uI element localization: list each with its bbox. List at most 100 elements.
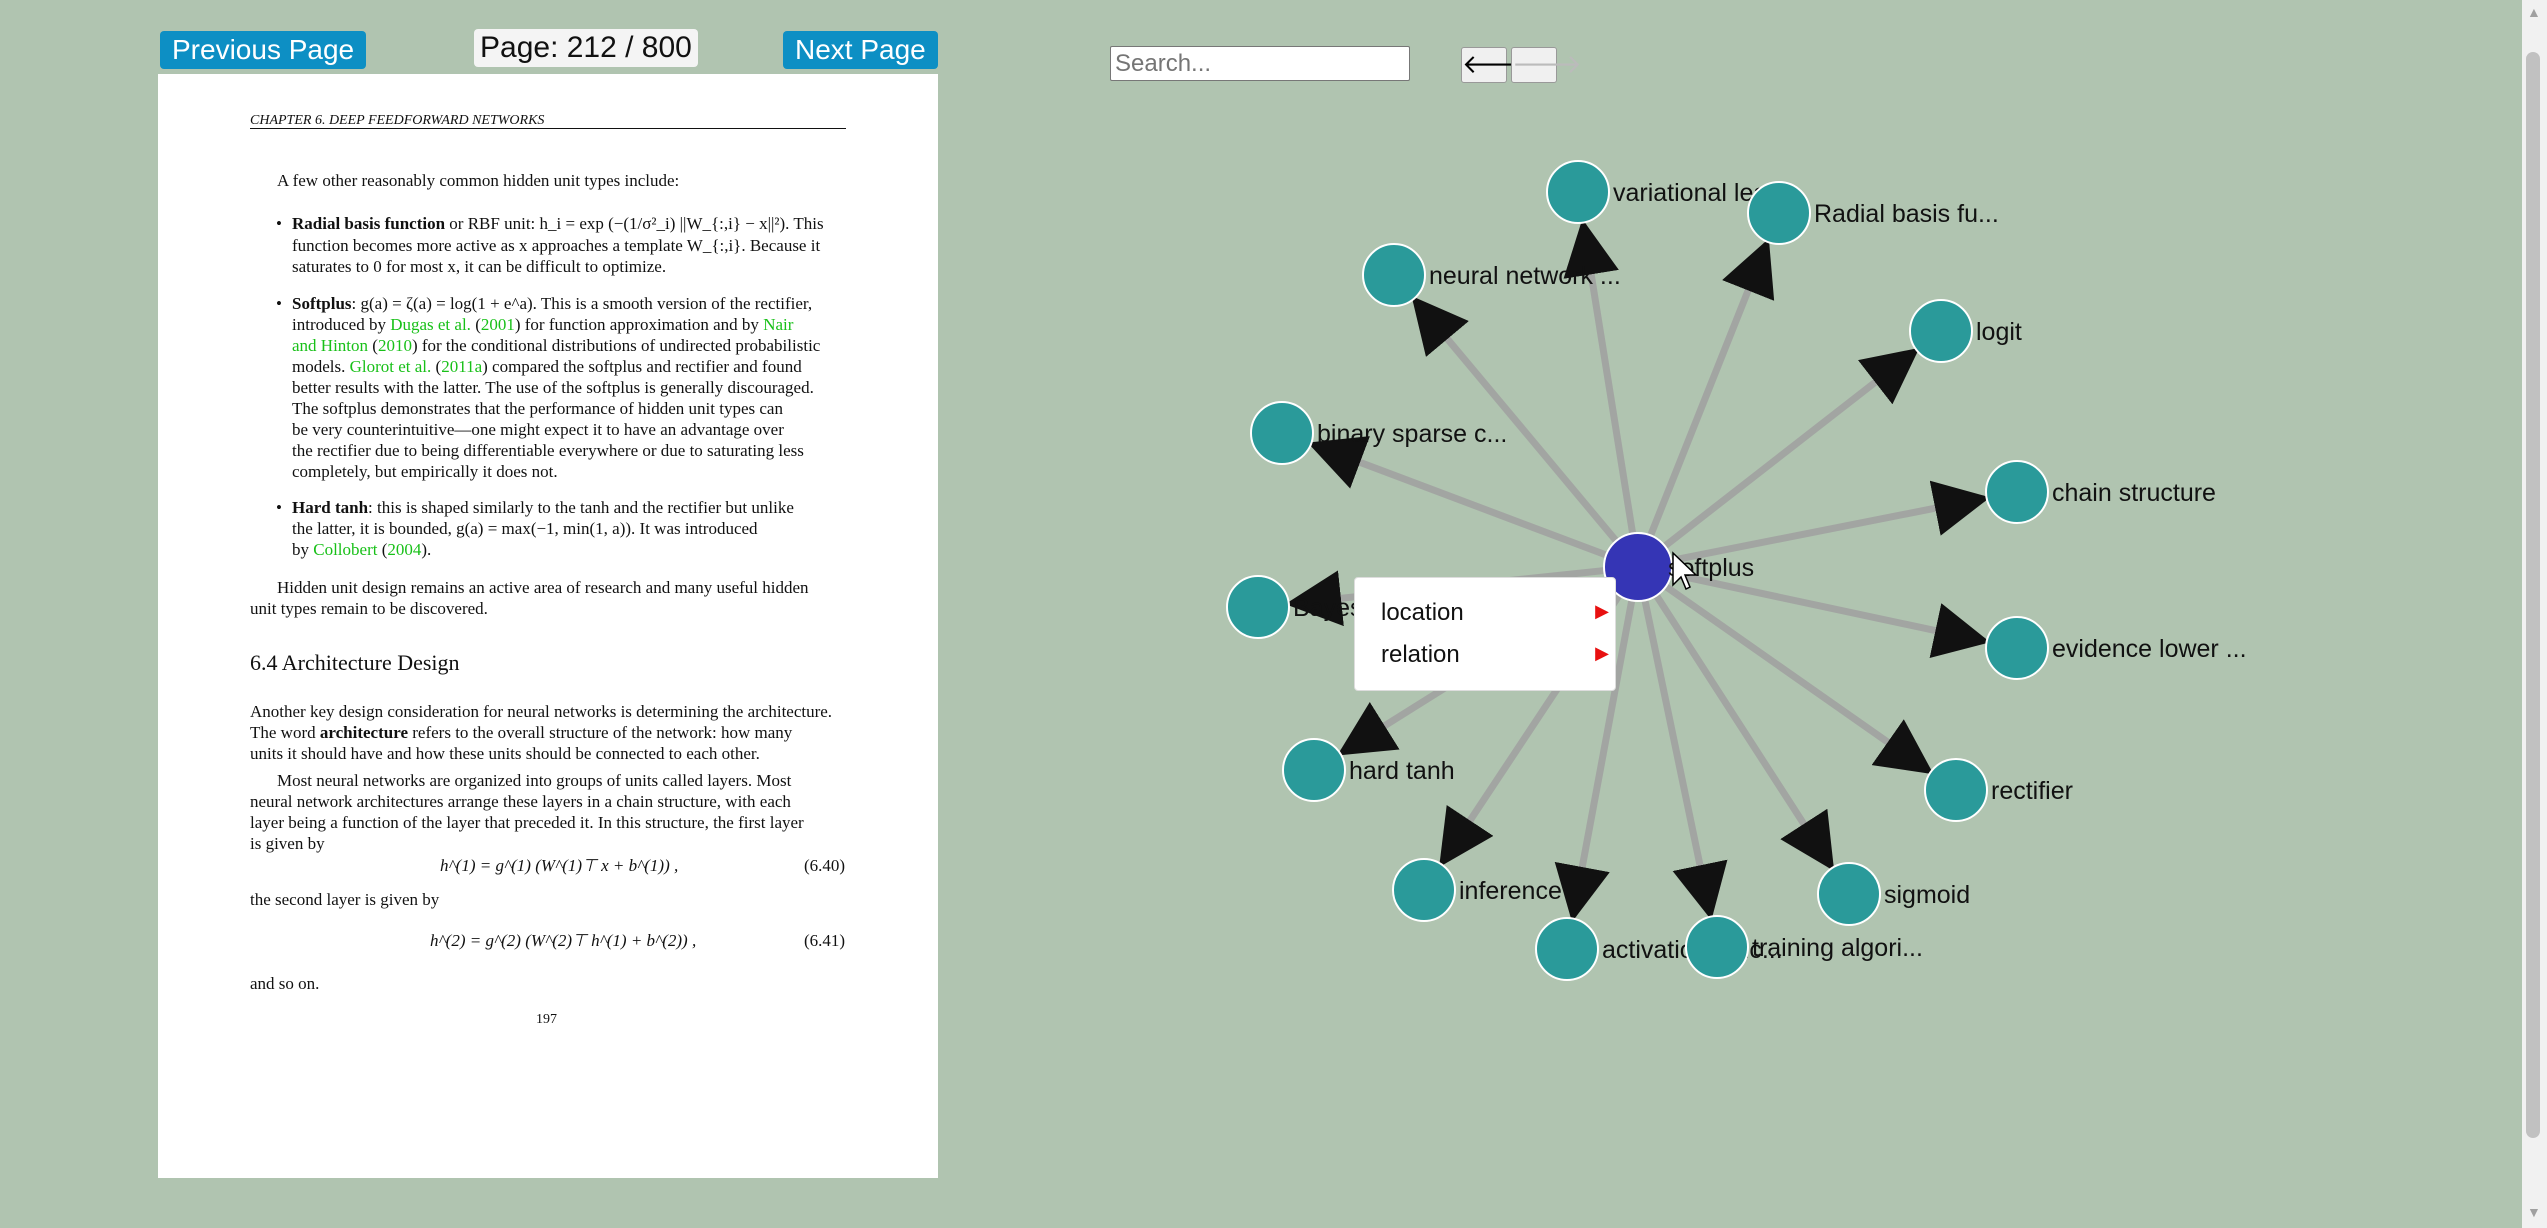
citation-link[interactable]: Dugas et al. [390, 315, 471, 334]
graph-center-circle[interactable] [1603, 532, 1673, 602]
search-input[interactable] [1110, 46, 1410, 81]
paragraph-line: is given by [250, 834, 325, 853]
menu-item-label: location [1381, 599, 1464, 626]
citation-link[interactable]: 2001 [480, 315, 515, 334]
citation-link[interactable]: 2010 [377, 336, 412, 355]
citation-link[interactable]: and Hinton [292, 336, 369, 355]
graph-node-circle[interactable] [1985, 616, 2049, 680]
graph-node-circle[interactable] [1546, 160, 1610, 224]
scroll-thumb[interactable] [2526, 52, 2540, 1138]
page-indicator: Page: 212 / 800 [474, 29, 698, 67]
citation-link[interactable]: Glorot et al. [349, 357, 432, 376]
bullet-2-line: completely, but empirically it does not. [292, 462, 558, 481]
bullet-2-line: be very counterintuitive—one might expec… [292, 420, 784, 439]
forward-button[interactable]: 🡒 [1511, 47, 1582, 83]
bullet-2-line: better results with the latter. The use … [292, 378, 814, 397]
paragraph-line: Another key design consideration for neu… [250, 702, 833, 721]
paragraph-line: and so on. [250, 974, 320, 993]
text: ( [368, 336, 378, 355]
graph-node[interactable]: rectifier [1924, 758, 2073, 822]
text: introduced by [292, 315, 391, 334]
equation-number: (6.41) [804, 931, 846, 950]
text: refers to the overall structure of the n… [408, 723, 793, 742]
submenu-arrow-icon: ▶ [1595, 601, 1609, 621]
text: ( [470, 315, 481, 334]
graph-node[interactable]: neural network ... [1362, 243, 1621, 307]
graph-node[interactable]: sigmoid [1817, 862, 1970, 926]
graph-node-circle[interactable] [1685, 915, 1749, 979]
graph-edge [1647, 238, 1775, 537]
citation-link[interactable]: 2004 [387, 540, 422, 559]
text: ( [431, 357, 442, 376]
right-arrow-icon: 🡒 [1512, 49, 1582, 79]
graph-node-circle[interactable] [1250, 401, 1314, 465]
text: or RBF unit: h_i = exp (−(1/σ²_i) ||W_{:… [445, 214, 824, 233]
graph-node[interactable]: Radial basis fu... [1747, 181, 1999, 245]
menu-item-relation[interactable]: relation ▶ [1381, 641, 1609, 669]
graph-node-label: training algori... [1752, 934, 1923, 962]
graph-node[interactable]: inference [1392, 858, 1562, 922]
graph-node-circle[interactable] [1282, 738, 1346, 802]
graph-node-circle[interactable] [1924, 758, 1988, 822]
graph-edge [1663, 583, 1934, 775]
bullet-1: • [276, 214, 282, 233]
graph-edge [1670, 480, 1991, 564]
bullet-2-line: the rectifier due to being differentiabl… [292, 441, 804, 460]
graph-node-circle[interactable] [1817, 862, 1881, 926]
graph-node[interactable]: Bayes [1226, 575, 1362, 639]
graph-node[interactable]: training algori... [1685, 915, 1923, 979]
bullet-2-line: models. Glorot et al. (2011a) compared t… [292, 356, 802, 377]
graph-node-circle[interactable] [1985, 460, 2049, 524]
graph-node-circle[interactable] [1747, 181, 1811, 245]
graph-node[interactable]: hard tanh [1282, 738, 1455, 802]
mouse-cursor-icon [1672, 551, 1698, 591]
graph-node-circle[interactable] [1392, 858, 1456, 922]
citation-link[interactable]: 2011a [441, 357, 483, 376]
paragraph-line: Hidden unit design remains an active are… [277, 578, 809, 597]
menu-item-location[interactable]: location ▶ [1381, 599, 1609, 627]
graph-node-label: binary sparse c... [1317, 420, 1507, 448]
graph-node-circle[interactable] [1535, 917, 1599, 981]
graph-node-circle[interactable] [1909, 299, 1973, 363]
citation-link[interactable]: Collobert [313, 540, 378, 559]
text: ) for the conditional distributions of u… [411, 336, 821, 355]
text: The word [250, 723, 320, 742]
citation-link[interactable]: Nair [763, 315, 794, 334]
previous-page-button[interactable]: Previous Page [160, 31, 367, 69]
graph-node-circle[interactable] [1362, 243, 1426, 307]
scrollbar[interactable]: ▲ ▼ [2522, 0, 2547, 1228]
bullet-1-line: function becomes more active as x approa… [292, 236, 821, 255]
bullet-2-line: introduced by Dugas et al. (2001) for fu… [292, 314, 793, 335]
graph-node-label: evidence lower ... [2052, 635, 2247, 663]
graph-node[interactable]: logit [1909, 299, 2022, 363]
graph-node-circle[interactable] [1226, 575, 1290, 639]
bullet-3-line: the latter, it is bounded, g(a) = max(−1… [292, 519, 758, 538]
graph-node[interactable]: evidence lower ... [1985, 616, 2247, 680]
scroll-down-icon[interactable]: ▼ [2527, 1204, 2541, 1220]
paragraph-line: the second layer is given by [250, 890, 440, 909]
bullet-1-line: Radial basis function or RBF unit: h_i =… [292, 213, 824, 234]
intro-text: A few other reasonably common hidden uni… [277, 171, 680, 190]
text: by [292, 540, 314, 559]
graph-node[interactable]: binary sparse c... [1250, 401, 1507, 465]
bullet-1-line: saturates to 0 for most x, it can be dif… [292, 257, 667, 276]
bullet-2-line: and Hinton (2010) for the conditional di… [292, 335, 820, 356]
graph-edge [1307, 436, 1608, 559]
bullet-2-line: The softplus demonstrates that the perfo… [292, 399, 783, 418]
text: models. [292, 357, 350, 376]
equation-number: (6.40) [804, 856, 846, 875]
graph-node-label: neural network ... [1429, 262, 1621, 290]
bullet-3-line: by Collobert (2004). [292, 539, 431, 560]
bullet-3-line: Hard tanh: this is shaped similarly to t… [292, 497, 794, 518]
paragraph-line: layer being a function of the layer that… [250, 813, 804, 832]
next-page-button[interactable]: Next Page [783, 31, 938, 69]
term: architecture [319, 723, 408, 742]
scroll-up-icon[interactable]: ▲ [2527, 4, 2541, 20]
paragraph-line: units it should have and how these units… [250, 744, 760, 763]
graph-edge [1411, 296, 1619, 544]
equation: h^(2) = g^(2) (W^(2)⊤ h^(1) + b^(2)) , [430, 931, 697, 950]
menu-item-label: relation [1381, 641, 1460, 668]
graph-node[interactable]: chain structure [1985, 460, 2216, 524]
graph-node-label: sigmoid [1884, 881, 1970, 909]
